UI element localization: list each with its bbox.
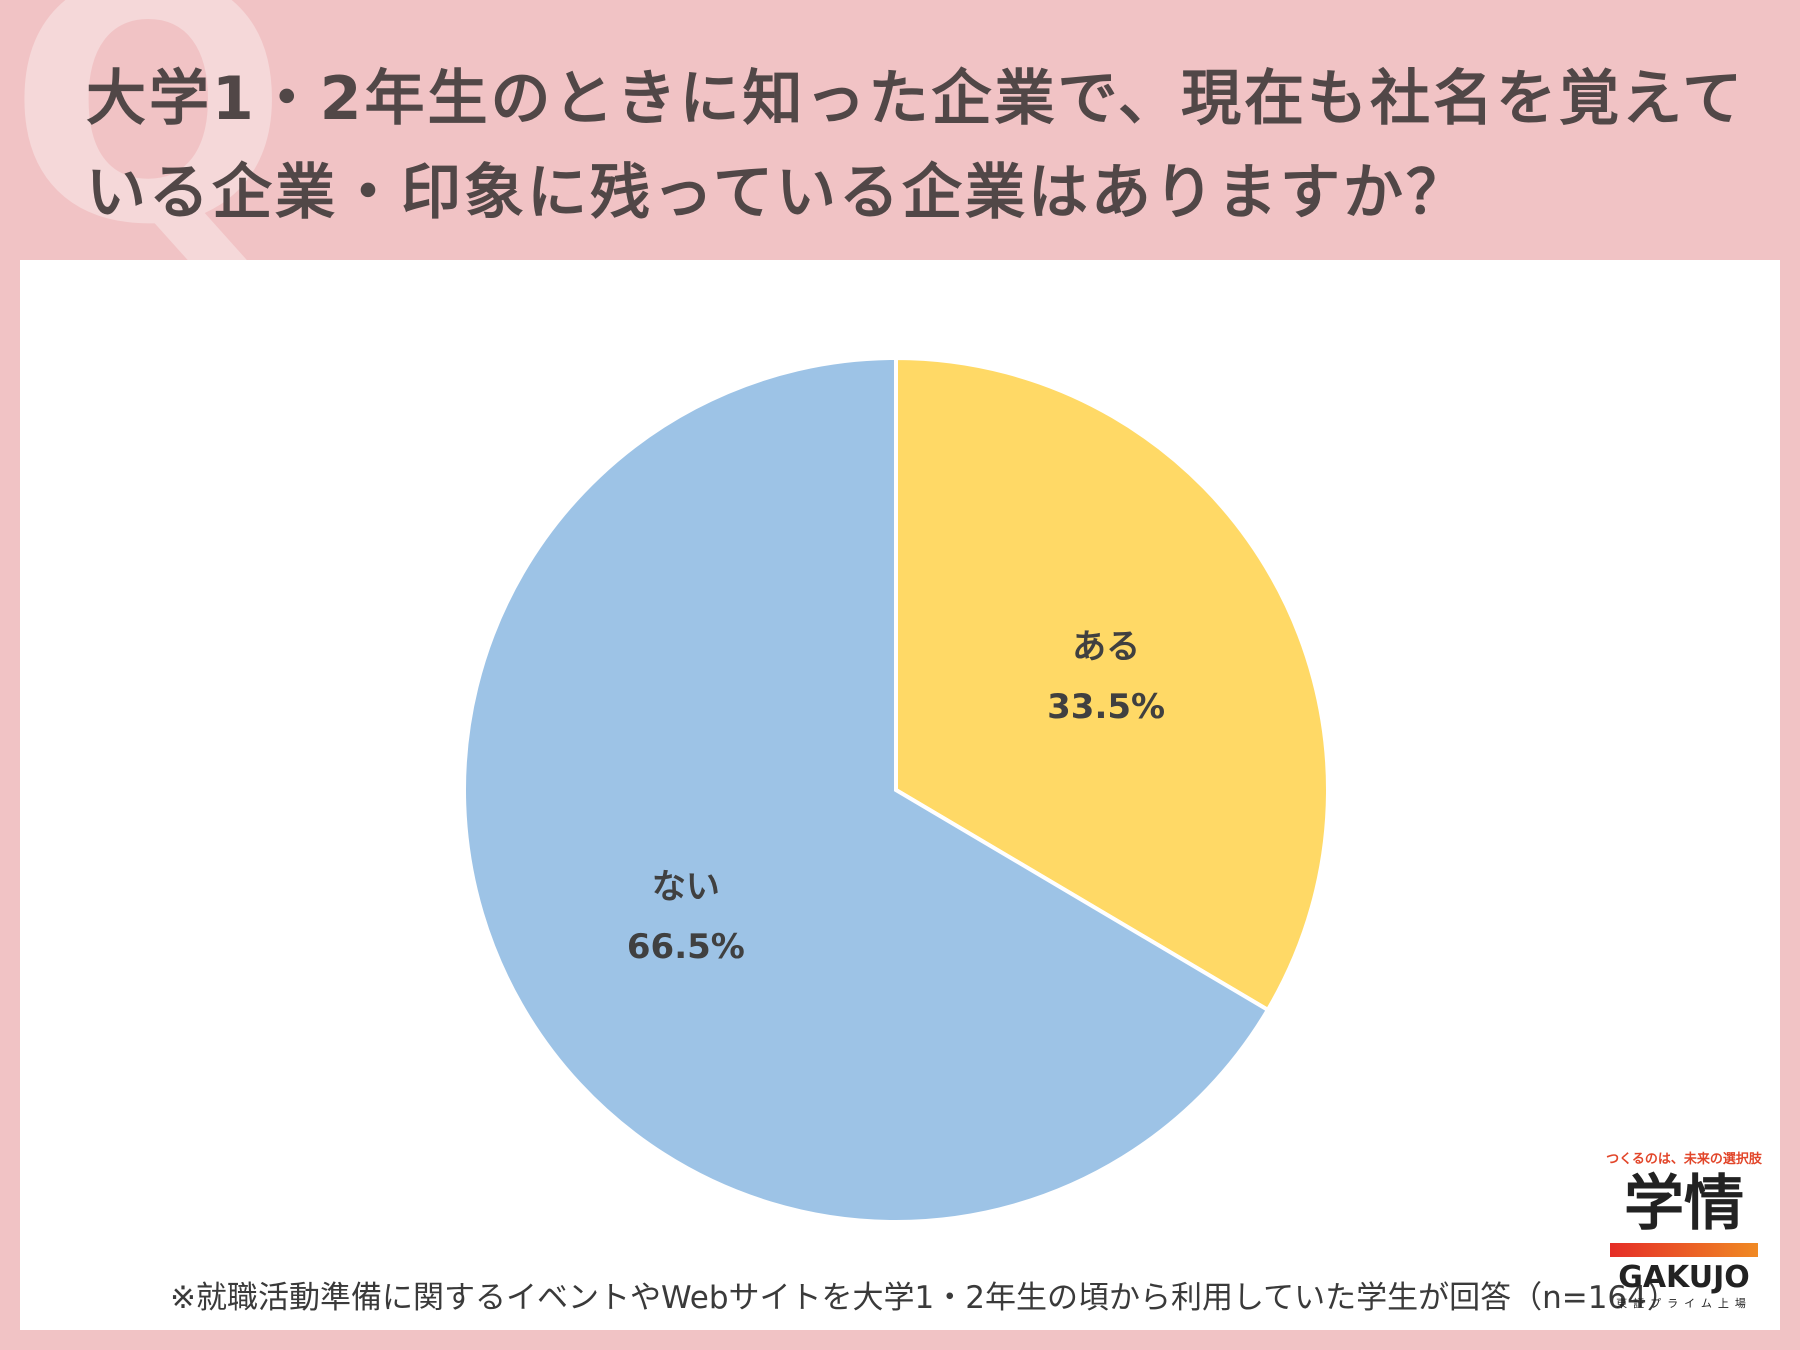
logo-tagline: つくるのは、未来の選択肢 xyxy=(1606,1152,1762,1167)
footnote: ※就職活動準備に関するイベントやWebサイトを大学1・2年生の頃から利用していた… xyxy=(170,1280,1678,1316)
pie-slice-1 xyxy=(894,355,1330,1013)
question-line-2: いる企業・印象に残っている企業はありますか？ xyxy=(86,158,1469,228)
slice-value-2: 66.5% xyxy=(627,927,745,967)
question-line-1: 大学1・2年生のときに知った企業で、現在も社名を覚えて xyxy=(86,64,1746,134)
slice-value-1: 33.5% xyxy=(1047,687,1165,727)
decorative-q-letter: Q xyxy=(8,0,289,297)
slice-label-1: ある xyxy=(1072,627,1140,667)
pie-chart: ある 33.5% ない 66.5% xyxy=(462,355,1330,1224)
logo-name-en: GAKUJO xyxy=(1618,1260,1750,1295)
chart-panel: ある 33.5% ない 66.5% ※就職活動準備に関するイベントやWebサイトを大学… xyxy=(20,260,1780,1330)
logo-color-bar xyxy=(1610,1243,1758,1257)
gakujo-logo: つくるのは、未来の選択肢 学情 GAKUJO 東証プライム上場 xyxy=(1592,1148,1776,1311)
logo-sub: 東証プライム上場 xyxy=(1616,1297,1752,1310)
logo-name-jp: 学情 xyxy=(1624,1169,1744,1239)
slice-label-2: ない xyxy=(652,867,720,907)
question-title: 大学1・2年生のときに知った企業で、現在も社名を覚えて いる企業・印象に残ってい… xyxy=(86,52,1746,240)
pie-slice-2 xyxy=(462,355,1271,1224)
